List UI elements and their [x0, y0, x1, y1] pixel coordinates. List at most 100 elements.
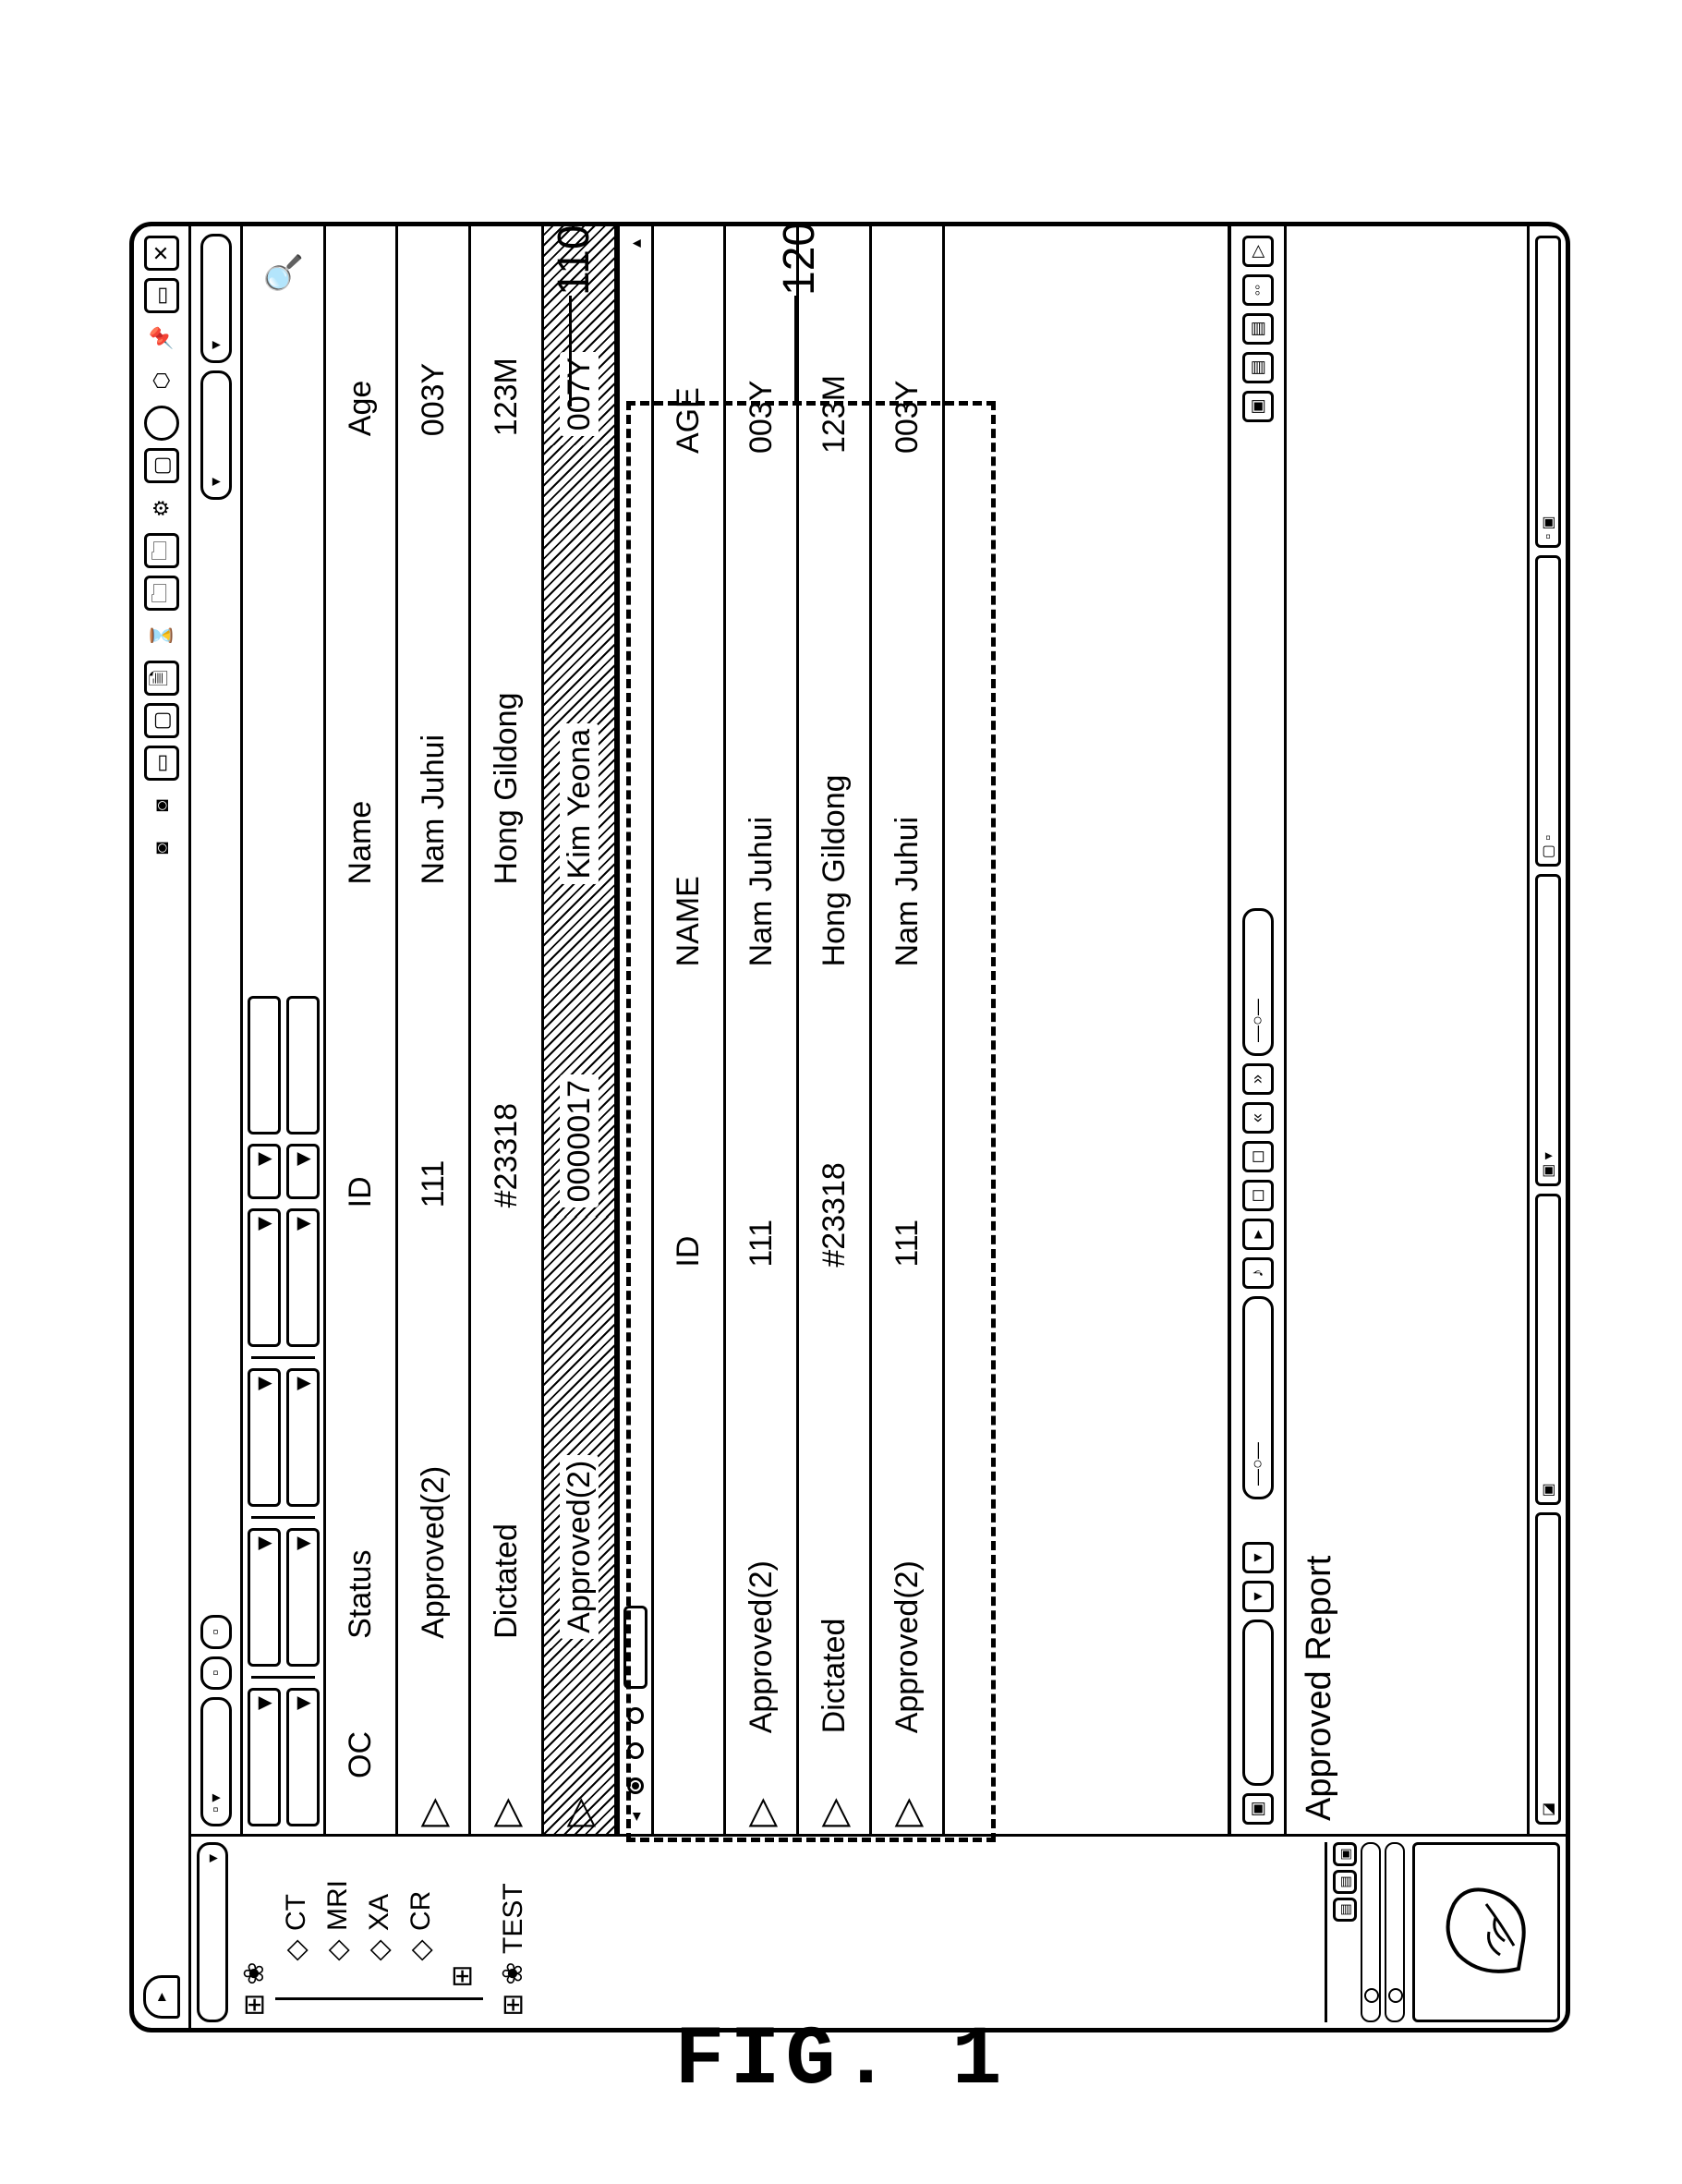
worklist-row[interactable]: ▷ Approved(2) 111 Nam Juhui 003Y — [397, 226, 470, 1834]
rt-slider[interactable]: —○— — [1242, 908, 1274, 1056]
toolbar-pill[interactable]: ▾ — [200, 234, 232, 363]
rt-icon[interactable]: ♪ — [1242, 1257, 1274, 1289]
filter-combo[interactable]: ▾ — [286, 1688, 320, 1826]
rt-icon[interactable]: « — [1242, 1102, 1274, 1134]
cell-id: #23318 — [798, 976, 871, 1276]
tree-item-cr[interactable]: ◇CR — [400, 1842, 442, 1988]
mini-slider[interactable] — [1385, 1842, 1405, 2022]
rt-combo[interactable] — [1242, 1620, 1274, 1786]
rect-icon[interactable]: ▢ — [144, 703, 179, 738]
cam-icon[interactable]: ◙ — [144, 831, 179, 866]
worklist-row[interactable]: ▷ Approved(2) 111 Nam Juhui 003Y — [871, 226, 944, 1834]
worklist-row[interactable]: ▷ Dictated #23318 Hong Gildong 123M — [470, 226, 543, 1834]
rt-icon[interactable]: ▤ — [1242, 352, 1274, 383]
filter-combo[interactable] — [248, 996, 281, 1134]
col-name[interactable]: Name — [326, 445, 397, 893]
rt-icon[interactable]: ▾ — [1242, 1581, 1274, 1612]
rt-icon[interactable]: ◦◦ — [1242, 274, 1274, 306]
filter-combo[interactable]: ▾ — [248, 1528, 281, 1667]
worklist-row-selected[interactable]: ▷ Approved(2) 0000017 Kim Yeona 007Y — [543, 226, 616, 1834]
circle-icon[interactable] — [144, 406, 179, 441]
rt-icon[interactable]: ▣ — [1242, 391, 1274, 422]
rt-icon[interactable]: ◻ — [1242, 1141, 1274, 1172]
sub-handle-icon[interactable]: ▴ — [626, 239, 646, 248]
worklist-row[interactable]: ▷ Approved(2) 111 Nam Juhui 003Y — [725, 226, 798, 1834]
close-icon[interactable]: ✕ — [144, 236, 179, 271]
toolbar-pill[interactable]: ▾ — [200, 370, 232, 500]
expand-icon[interactable]: ▷ — [739, 1798, 783, 1826]
radio-option[interactable] — [627, 1778, 644, 1794]
rt-slider[interactable]: —○— — [1242, 1296, 1274, 1499]
sidebar-tab[interactable]: ▾ — [197, 1842, 228, 2022]
filter-combo[interactable]: ▾ — [286, 1208, 320, 1347]
mini-icon[interactable]: ▤ — [1333, 1898, 1357, 1922]
filter-combo[interactable]: ▾ — [248, 1208, 281, 1347]
filter-combo[interactable]: ▾ — [286, 1528, 320, 1667]
toolbar-pill[interactable]: ▫ ▾ — [200, 1697, 232, 1826]
rt-icon[interactable]: ▷ — [1242, 236, 1274, 267]
tree-item-mri[interactable]: ◇MRI — [317, 1842, 358, 1988]
tree-label: CR — [400, 1891, 442, 1931]
sub-chip[interactable] — [623, 1606, 647, 1689]
doc-icon[interactable]: 🗎 — [144, 661, 179, 696]
tree-item-xa[interactable]: ◇XA — [358, 1842, 400, 1988]
rt-icon[interactable]: ▤ — [1242, 313, 1274, 345]
tree-item-ct[interactable]: ◇CT — [275, 1842, 317, 1988]
worklist-row[interactable]: ▷ Dictated #23318 Hong Gildong 123M — [798, 226, 871, 1834]
cell-id: 111 — [725, 976, 798, 1276]
filter-combo[interactable]: ▾ — [286, 1144, 320, 1199]
cell-age: 003Y — [397, 226, 470, 445]
preview-thumb[interactable] — [1412, 1842, 1560, 2022]
content-area: ▫ ▾ ▫ ▫ ▾ ▾ ▾ ▾ ▾ ▾ ▾ — [191, 226, 1566, 1834]
expand-icon[interactable]: ▷ — [812, 1798, 856, 1826]
restore-icon[interactable]: ▭ — [144, 278, 179, 313]
gear-icon[interactable]: ⚙ — [144, 491, 179, 526]
cell-status: Approved(2) — [871, 1277, 944, 1743]
col-id[interactable]: ID — [326, 893, 397, 1217]
filter-combo[interactable] — [286, 996, 320, 1134]
toolbar-pill[interactable]: ▫ — [200, 1656, 232, 1690]
cell-name: Nam Juhui — [871, 463, 944, 976]
title-tab[interactable]: ▸ — [143, 1975, 180, 2019]
expand-icon[interactable]: ▷ — [885, 1798, 929, 1826]
cell-status: Dictated — [798, 1277, 871, 1743]
filter-combo[interactable]: ▾ — [248, 1144, 281, 1199]
worklist-header-row: OC Status ID Name Age — [326, 226, 397, 1834]
hex-icon[interactable]: ⬡ — [144, 363, 179, 398]
col-id[interactable]: ID — [654, 976, 725, 1276]
rt-icon[interactable]: ◻ — [1242, 1180, 1274, 1211]
worklist-header-row: ID NAME AGE — [654, 226, 725, 1834]
folder-icon[interactable]: 🗀 — [144, 576, 179, 611]
cell-age: 123M — [470, 226, 543, 445]
hourglass-icon[interactable]: ⌛ — [144, 618, 179, 653]
expand-icon[interactable]: ▷ — [557, 1798, 601, 1826]
cam2-icon[interactable]: ◙ — [144, 788, 179, 823]
mini-slider[interactable] — [1361, 1842, 1381, 2022]
titlebar: ▸ ◙ ◙ ▭ ▢ 🗎 ⌛ 🗀 🗀 ⚙ ▢ ⬡ 📌 ▭ ✕ — [134, 226, 191, 2028]
mini-icon[interactable]: ▤ — [1333, 1870, 1357, 1894]
mini-icon[interactable]: ▣ — [1333, 1842, 1357, 1866]
rt-icon[interactable]: ▾ — [1242, 1542, 1274, 1573]
rect2-icon[interactable]: ▢ — [144, 448, 179, 483]
filter-combo[interactable]: ▾ — [286, 1368, 320, 1507]
brief-icon[interactable]: 🗀 — [144, 533, 179, 568]
rt-icon[interactable]: ▣ — [1242, 1793, 1274, 1825]
filter-combo[interactable]: ▾ — [248, 1688, 281, 1826]
col-name[interactable]: NAME — [654, 463, 725, 976]
expand-icon[interactable]: ▷ — [484, 1798, 528, 1826]
expand-icon[interactable]: ▷ — [411, 1798, 455, 1826]
col-oc[interactable]: OC — [326, 1648, 397, 1788]
rt-icon[interactable]: » — [1242, 1063, 1274, 1095]
rt-icon[interactable]: ▸ — [1242, 1219, 1274, 1250]
sub-handle-icon[interactable]: ◂ — [626, 1813, 646, 1821]
pin-icon[interactable]: 📌 — [144, 321, 179, 356]
search-icon[interactable]: 🔍 — [264, 252, 303, 294]
col-age[interactable]: Age — [326, 226, 397, 445]
col-status[interactable]: Status — [326, 1217, 397, 1647]
filter-combo[interactable]: ▾ — [248, 1368, 281, 1507]
toolbar-pill[interactable]: ▫ — [200, 1615, 232, 1648]
col-age[interactable]: AGE — [654, 226, 725, 463]
radio-option[interactable] — [627, 1707, 644, 1724]
radio-option[interactable] — [627, 1742, 644, 1759]
page-icon[interactable]: ▭ — [144, 746, 179, 781]
